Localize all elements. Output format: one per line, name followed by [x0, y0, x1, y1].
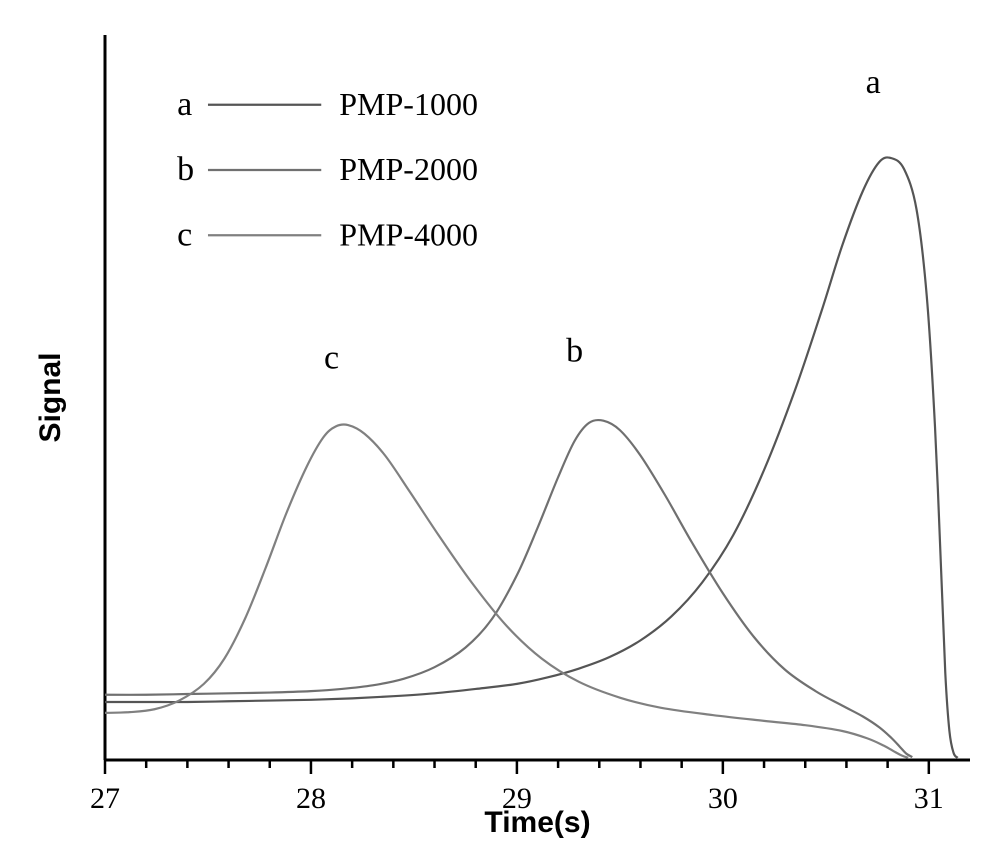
series-b [105, 420, 912, 757]
x-axis-title: Time(s) [484, 806, 590, 839]
peak-label-a: a [866, 64, 881, 101]
x-tick-label: 27 [90, 782, 120, 815]
chart-container: 2728293031Time(s)SignalabcaPMP-1000bPMP-… [0, 0, 1000, 857]
legend-letter-c: c [177, 216, 192, 253]
legend-label-b: PMP-2000 [339, 151, 478, 187]
signal-vs-time-chart: 2728293031Time(s)SignalabcaPMP-1000bPMP-… [0, 0, 1000, 857]
x-tick-label: 28 [296, 782, 326, 815]
peak-label-c: c [324, 340, 339, 377]
series-c [105, 424, 908, 757]
legend-letter-a: a [177, 86, 192, 123]
legend-label-c: PMP-4000 [339, 216, 478, 252]
legend-label-a: PMP-1000 [339, 86, 478, 122]
peak-label-b: b [566, 332, 583, 369]
x-tick-label: 30 [708, 782, 738, 815]
series-a [105, 157, 958, 757]
x-tick-label: 31 [914, 782, 944, 815]
legend-letter-b: b [177, 151, 194, 188]
y-axis-title: Signal [34, 352, 67, 442]
